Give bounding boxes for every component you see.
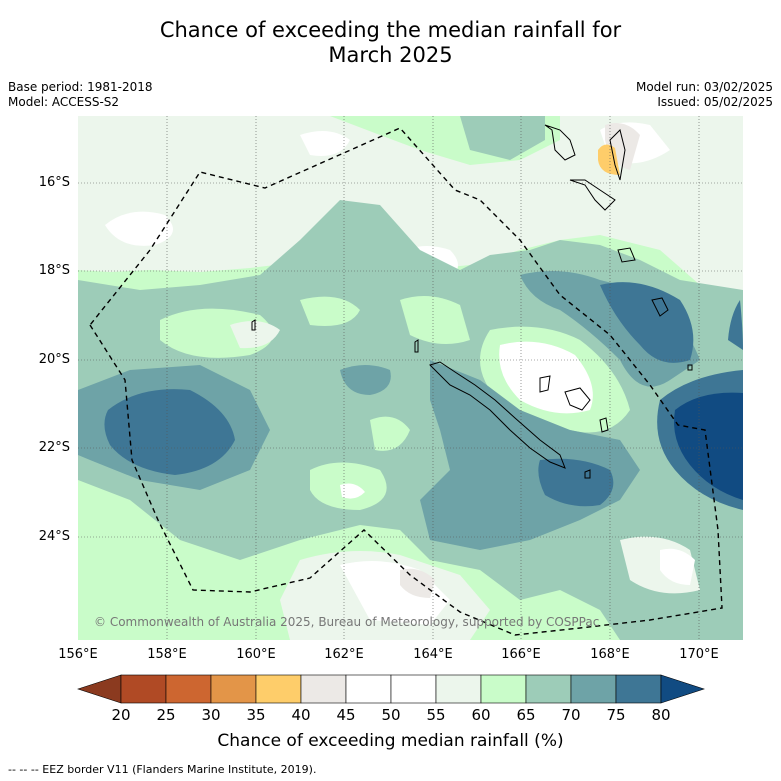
copyright-notice: © Commonwealth of Australia 2025, Bureau…: [94, 615, 600, 629]
lat-label-22s: 22°S: [38, 440, 70, 455]
colorbar-tick: 30: [201, 706, 221, 724]
colorbar-tick: 50: [381, 706, 401, 724]
colorbar: [77, 674, 705, 704]
colorbar-tick: 65: [516, 706, 536, 724]
lon-label-168e: 168°E: [590, 647, 630, 662]
colorbar-tick: 35: [246, 706, 266, 724]
eez-border: [89, 127, 723, 636]
title-line-1: Chance of exceeding the median rainfall …: [159, 18, 622, 42]
lat-label-24s: 24°S: [38, 529, 70, 544]
map-area: [78, 116, 743, 640]
meta-left: Base period: 1981-2018 Model: ACCESS-S2: [8, 80, 153, 110]
colorbar-tick: 80: [651, 706, 671, 724]
lat-label-20s: 20°S: [38, 352, 70, 367]
lon-label-166e: 166°E: [501, 647, 541, 662]
lon-label-164e: 164°E: [413, 647, 453, 662]
colorbar-tick: 40: [291, 706, 311, 724]
title-line-2: March 2025: [328, 43, 453, 67]
coastlines: [251, 124, 693, 479]
eez-legend-note: -- -- -- EEZ border V11 (Flanders Marine…: [8, 763, 317, 776]
lon-label-160e: 160°E: [236, 647, 276, 662]
colorbar-tick: 55: [426, 706, 446, 724]
lon-label-170e: 170°E: [679, 647, 719, 662]
meta-right: Model run: 03/02/2025 Issued: 05/02/2025: [636, 80, 773, 110]
model-run: Model run: 03/02/2025: [635, 80, 773, 94]
graticule: [78, 116, 743, 640]
map-title: Chance of exceeding the median rainfall …: [0, 18, 781, 68]
colorbar-tick: 45: [336, 706, 356, 724]
lon-label-156e: 156°E: [58, 647, 98, 662]
colorbar-tick: 20: [111, 706, 131, 724]
lat-label-18s: 18°S: [38, 263, 70, 278]
colorbar-tick: 75: [606, 706, 626, 724]
lon-label-158e: 158°E: [147, 647, 187, 662]
base-period: Base period: 1981-2018: [8, 80, 153, 94]
lon-label-162e: 162°E: [324, 647, 364, 662]
model-name: Model: ACCESS-S2: [8, 95, 120, 109]
colorbar-tick: 60: [471, 706, 491, 724]
colorbar-label: Chance of exceeding median rainfall (%): [217, 731, 564, 751]
colorbar-tick: 70: [561, 706, 581, 724]
lat-label-16s: 16°S: [38, 175, 70, 190]
colorbar-tick: 25: [156, 706, 176, 724]
issued-date: Issued: 05/02/2025: [657, 95, 773, 109]
